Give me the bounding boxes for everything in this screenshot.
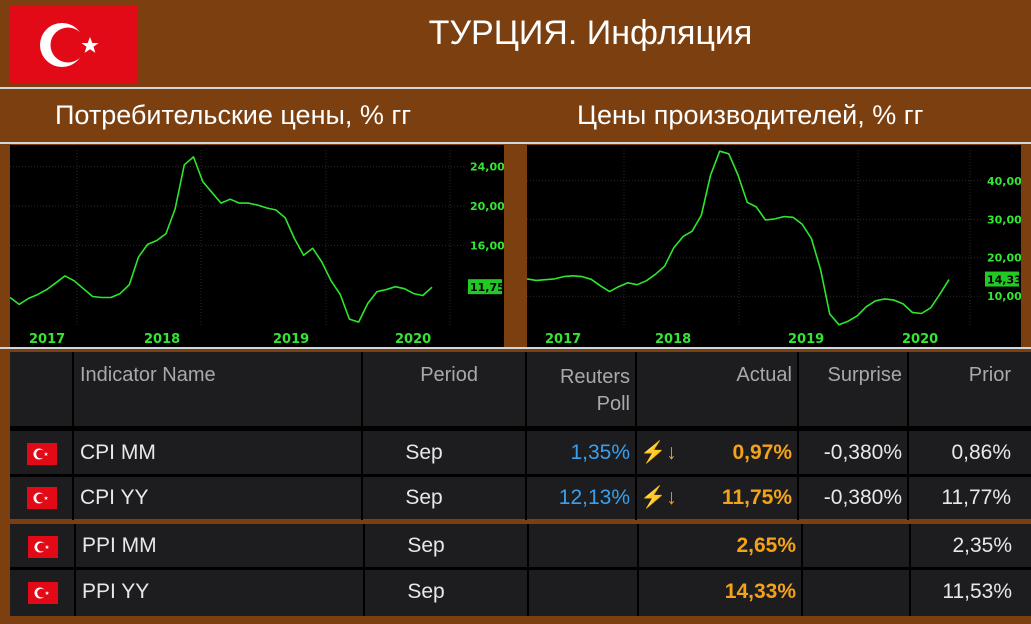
ppi-y-tick-label: 10,00 bbox=[987, 290, 1021, 303]
row-ppi-mm-prior: 2,35% bbox=[952, 533, 1012, 557]
header-period[interactable]: Period bbox=[420, 364, 478, 386]
ppi-chart: 40,00 30,00 20,00 14,33 10,00 2017 2018 2019 202… bbox=[527, 145, 1021, 347]
turkey-flag-icon bbox=[27, 487, 57, 509]
header-reuters-poll[interactable]: Reuters Poll bbox=[528, 352, 630, 424]
ppi-y-tick-label: 40,00 bbox=[987, 175, 1021, 188]
cpi-y-tick-label: 20,00 bbox=[470, 200, 504, 213]
turkey-flag-icon bbox=[27, 443, 57, 465]
row-ppi-mm-actual: 2,65% bbox=[736, 533, 796, 557]
ppi-current-value-label: 14,33 bbox=[987, 274, 1021, 287]
ppi-x-tick-label: 2017 bbox=[545, 332, 581, 347]
ppi-x-tick-label: 2018 bbox=[655, 332, 691, 347]
ppi-current-value-marker bbox=[985, 271, 1019, 287]
row-separator bbox=[10, 567, 1031, 570]
column-separator bbox=[361, 352, 363, 520]
column-separator bbox=[797, 352, 799, 520]
ppi-series-line bbox=[527, 150, 950, 326]
header-reuters-poll-line1: Reuters bbox=[559, 366, 630, 388]
ppi-y-tick-label: 20,00 bbox=[987, 252, 1021, 265]
cpi-chart: 24,00 20,00 16,00 11,75 2017 2018 2019 2020 bbox=[10, 145, 504, 347]
header-surprise[interactable]: Surprise bbox=[827, 364, 902, 386]
row-ppi-yy-surprise bbox=[804, 570, 904, 614]
row-ppi-mm-name[interactable]: PPI MM bbox=[82, 533, 157, 557]
row-cpi-mm-name[interactable]: CPI MM bbox=[80, 440, 156, 464]
column-separator bbox=[635, 352, 637, 520]
row-cpi-mm-prior: 0,86% bbox=[951, 440, 1011, 464]
cpi-y-tick-label: 24,00 bbox=[470, 161, 504, 174]
cpi-current-value-marker bbox=[468, 279, 502, 295]
ppi-y-tick-label: 30,00 bbox=[987, 213, 1021, 226]
row-cpi-yy-actual: 11,75% bbox=[721, 486, 792, 509]
surprise-down-icon: ⚡↓ bbox=[640, 486, 677, 509]
column-separator bbox=[637, 524, 639, 616]
row-ppi-yy-prior: 11,53% bbox=[942, 580, 1012, 603]
header-prior[interactable]: Prior bbox=[968, 364, 1011, 386]
header-actual[interactable]: Actual bbox=[736, 364, 792, 386]
turkey-flag-icon bbox=[28, 582, 58, 604]
header-separator bbox=[10, 426, 1031, 431]
charts-bottom-divider bbox=[0, 347, 1031, 349]
row-cpi-yy-poll: 12,13% bbox=[558, 486, 630, 509]
row-cpi-yy-surprise: -0,380% bbox=[823, 486, 902, 509]
column-separator bbox=[363, 524, 365, 616]
row-ppi-yy-name[interactable]: PPI YY bbox=[82, 580, 150, 603]
page-title: ТУРЦИЯ. Инфляция bbox=[428, 14, 753, 52]
column-separator bbox=[525, 352, 527, 520]
cpi-x-tick-label: 2019 bbox=[273, 332, 309, 347]
row-ppi-mm-poll bbox=[530, 524, 632, 567]
indicators-table: Indicator Name Period Reuters Poll Actua… bbox=[10, 352, 1031, 616]
row-cpi-mm-period: Sep bbox=[405, 440, 443, 464]
group-separator bbox=[10, 519, 1031, 524]
row-cpi-mm-poll: 1,35% bbox=[570, 440, 630, 464]
column-separator bbox=[74, 524, 76, 616]
row-cpi-yy-name[interactable]: CPI YY bbox=[80, 486, 149, 509]
column-separator bbox=[801, 524, 803, 616]
turkey-flag-icon bbox=[28, 536, 58, 558]
column-separator bbox=[72, 352, 74, 520]
row-ppi-yy-period: Sep bbox=[407, 580, 445, 603]
cpi-series-line bbox=[10, 156, 433, 323]
row-ppi-mm-surprise bbox=[804, 524, 904, 567]
ppi-x-tick-label: 2019 bbox=[788, 332, 824, 347]
cpi-x-tick-label: 2017 bbox=[29, 332, 65, 347]
ppi-chart-title: Цены производителей, % гг bbox=[577, 100, 924, 130]
cpi-chart-svg: 24,00 20,00 16,00 11,75 2017 2018 2019 2020 bbox=[10, 150, 504, 347]
row-cpi-yy-prior: 11,77% bbox=[941, 486, 1011, 509]
header-divider bbox=[0, 87, 1031, 89]
row-ppi-mm-period: Sep bbox=[407, 533, 445, 557]
column-separator bbox=[527, 524, 529, 616]
header-reuters-poll-line2: Poll bbox=[596, 393, 630, 415]
charts-top-divider bbox=[0, 142, 1031, 144]
header-indicator-name[interactable]: Indicator Name bbox=[80, 364, 216, 386]
row-ppi-yy-poll bbox=[530, 570, 632, 614]
row-separator bbox=[10, 474, 1031, 477]
column-separator bbox=[909, 524, 911, 616]
cpi-current-value-label: 11,75 bbox=[470, 281, 504, 294]
row-cpi-yy-period: Sep bbox=[405, 486, 443, 509]
surprise-down-icon: ⚡↓ bbox=[640, 440, 677, 464]
row-ppi-yy-actual: 14,33% bbox=[724, 580, 796, 603]
ppi-x-tick-label: 2020 bbox=[902, 332, 938, 347]
row-cpi-mm-surprise: -0,380% bbox=[823, 440, 902, 464]
cpi-x-tick-label: 2020 bbox=[395, 332, 431, 347]
turkey-flag-icon bbox=[10, 5, 138, 83]
ppi-chart-svg: 40,00 30,00 20,00 14,33 10,00 2017 2018 2019 202… bbox=[527, 150, 1021, 347]
row-cpi-mm-actual: 0,97% bbox=[732, 440, 792, 464]
cpi-chart-title: Потребительские цены, % гг bbox=[55, 100, 412, 130]
cpi-y-tick-label: 16,00 bbox=[470, 239, 504, 252]
column-separator bbox=[907, 352, 909, 520]
cpi-x-tick-label: 2018 bbox=[144, 332, 180, 347]
